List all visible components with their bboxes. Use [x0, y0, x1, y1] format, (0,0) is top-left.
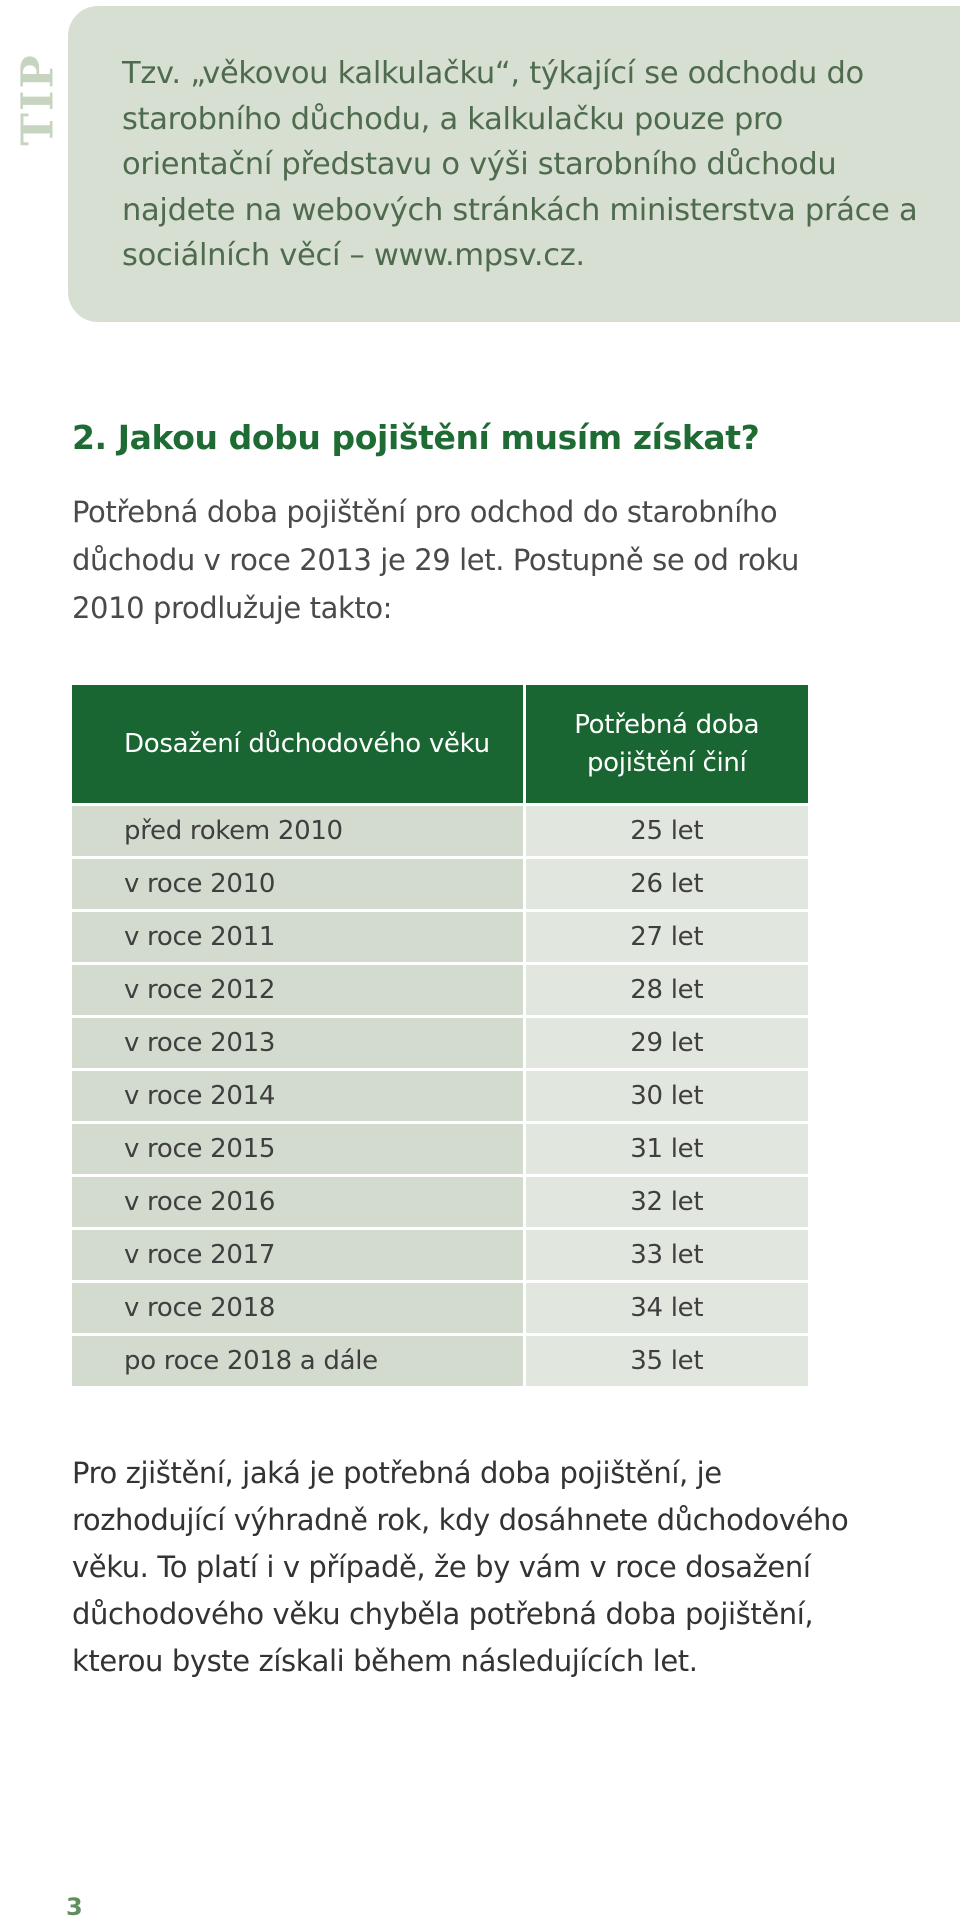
table-row: v roce 2010 26 let [72, 856, 808, 911]
page-number: 3 [66, 1893, 83, 1921]
table-row: před rokem 2010 25 let [72, 803, 808, 858]
row-value: 26 let [524, 856, 808, 911]
row-year: v roce 2012 [72, 962, 526, 1017]
row-value: 34 let [524, 1280, 808, 1335]
table-header-row: Dosažení důchodového věku Potřebná doba … [72, 685, 808, 805]
table-row: v roce 2013 29 let [72, 1015, 808, 1070]
row-value: 35 let [524, 1333, 808, 1386]
table-row: v roce 2011 27 let [72, 909, 808, 964]
header-required-period: Potřebná doba pojištění činí [524, 685, 808, 805]
header-retirement-age: Dosažení důchodového věku [72, 685, 526, 805]
row-value: 28 let [524, 962, 808, 1017]
row-value: 25 let [524, 803, 808, 858]
row-value: 27 let [524, 909, 808, 964]
tip-label-text: TIP [12, 52, 64, 146]
section-intro: Potřebná doba pojištění pro odchod do st… [72, 495, 799, 625]
table-row: po roce 2018 a dále 35 let [72, 1333, 808, 1386]
row-value: 31 let [524, 1121, 808, 1176]
table-row: v roce 2018 34 let [72, 1280, 808, 1335]
row-year: v roce 2014 [72, 1068, 526, 1123]
table-row: v roce 2015 31 let [72, 1121, 808, 1176]
tip-label: TIP [8, 52, 68, 146]
row-year: v roce 2013 [72, 1015, 526, 1070]
table-row: v roce 2012 28 let [72, 962, 808, 1017]
tip-text: Tzv. „věkovou kalkulačku“, týkající se o… [122, 56, 918, 273]
table-row: v roce 2014 30 let [72, 1068, 808, 1123]
row-year: před rokem 2010 [72, 803, 526, 858]
row-year: v roce 2018 [72, 1280, 526, 1335]
table-row: v roce 2017 33 let [72, 1227, 808, 1282]
insurance-period-table: Dosažení důchodového věku Potřebná doba … [72, 685, 808, 1386]
explanatory-note: Pro zjištění, jaká je potřebná doba poji… [72, 1456, 849, 1678]
row-value: 29 let [524, 1015, 808, 1070]
section-heading: 2. Jakou dobu pojištění musím získat? [72, 418, 760, 457]
data-table: Dosažení důchodového věku Potřebná doba … [72, 685, 808, 1386]
row-value: 30 let [524, 1068, 808, 1123]
row-value: 33 let [524, 1227, 808, 1282]
row-value: 32 let [524, 1174, 808, 1229]
row-year: v roce 2017 [72, 1227, 526, 1282]
row-year: v roce 2016 [72, 1174, 526, 1229]
row-year: po roce 2018 a dále [72, 1333, 526, 1386]
row-year: v roce 2010 [72, 856, 526, 911]
row-year: v roce 2011 [72, 909, 526, 964]
table-row: v roce 2016 32 let [72, 1174, 808, 1229]
tip-box: Tzv. „věkovou kalkulačku“, týkající se o… [68, 6, 960, 322]
row-year: v roce 2015 [72, 1121, 526, 1176]
